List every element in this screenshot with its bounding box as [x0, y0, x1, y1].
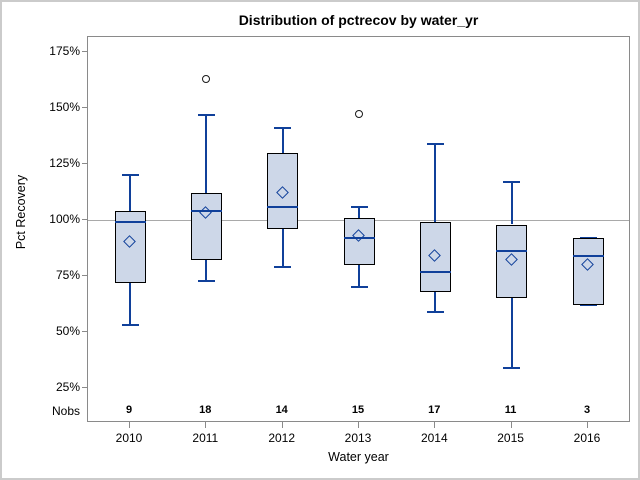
nobs-value-2013: 15: [351, 404, 365, 416]
lower-whisker-2012: [281, 229, 284, 268]
outlier-marker-2013: [354, 110, 363, 119]
x-tick-2012: [281, 422, 283, 428]
lower-whisker-2013: [358, 264, 360, 288]
upper-whisker-2010: [129, 175, 131, 211]
x-tick-2014: [434, 422, 436, 428]
box-2012: [267, 152, 299, 229]
y-tick-mark-100: [82, 219, 87, 220]
y-tick-label-125: 125%: [49, 156, 80, 170]
x-tick-2013: [358, 422, 359, 428]
plot-area: [87, 36, 630, 422]
outlier-marker-2011: [202, 74, 210, 83]
nobs-value-2012: 14: [275, 404, 288, 416]
box-2011: [190, 193, 222, 261]
upper-whisker-2011: [205, 114, 208, 194]
whisker-cap-min-2013: [350, 286, 368, 289]
y-tick-label-100: 100%: [49, 212, 80, 226]
lower-whisker-2011: [205, 260, 208, 281]
x-tick-label-2014: 2014: [420, 431, 448, 445]
y-tick-mark-50: [82, 331, 87, 332]
whisker-cap-min-2015: [503, 366, 521, 369]
upper-whisker-2013: [358, 206, 360, 218]
y-tick-label-175: 175%: [49, 44, 80, 58]
box-2015: [496, 224, 528, 299]
nobs-value-2015: 11: [504, 404, 517, 416]
median-line-2013: [343, 237, 375, 239]
whisker-cap-min-2016: [579, 304, 597, 307]
x-tick-label-2015: 2015: [497, 431, 524, 445]
x-tick-label-2012: 2012: [268, 431, 296, 445]
x-axis-title: Water year: [328, 450, 389, 464]
x-tick-label-2010: 2010: [115, 431, 143, 445]
y-tick-mark-125: [82, 163, 87, 164]
x-tick-2010: [129, 422, 130, 428]
median-line-2015: [496, 250, 528, 253]
x-tick-2016: [587, 422, 588, 428]
nobs-row-label: Nobs: [51, 404, 80, 418]
y-tick-label-50: 50%: [55, 324, 80, 338]
upper-whisker-2012: [281, 128, 284, 153]
median-line-2012: [267, 205, 299, 208]
median-line-2016: [572, 254, 604, 257]
box-2014: [419, 222, 451, 292]
whisker-cap-min-2012: [274, 266, 292, 269]
whisker-cap-max-2010: [121, 174, 139, 177]
median-line-2014: [419, 270, 451, 273]
whisker-cap-max-2011: [197, 113, 215, 116]
y-tick-label-75: 75%: [55, 268, 80, 282]
median-line-2010: [114, 221, 146, 224]
x-tick-2011: [205, 422, 207, 428]
chart-title: Distribution of pctrecov by water_yr: [238, 12, 479, 28]
upper-whisker-2014: [434, 143, 437, 223]
whisker-cap-max-2012: [274, 127, 292, 130]
median-line-2011: [190, 210, 222, 213]
nobs-value-2010: 9: [125, 404, 133, 416]
y-tick-label-25: 25%: [55, 380, 80, 395]
lower-whisker-2014: [434, 291, 437, 312]
whisker-cap-max-2014: [426, 142, 444, 145]
y-tick-mark-75: [82, 275, 87, 276]
box-2013: [343, 217, 375, 265]
whisker-cap-min-2014: [426, 310, 444, 313]
whisker-cap-max-2013: [350, 205, 368, 208]
upper-whisker-2015: [510, 181, 513, 225]
nobs-value-2016: 3: [583, 404, 591, 416]
y-tick-mark-25: [82, 387, 87, 389]
whisker-cap-min-2011: [197, 279, 215, 282]
whisker-cap-min-2010: [121, 324, 139, 327]
x-tick-label-2013: 2013: [344, 431, 372, 445]
y-tick-mark-150: [82, 107, 87, 108]
box-2016: [572, 238, 604, 306]
y-tick-label-150: 150%: [49, 100, 80, 114]
x-tick-2015: [510, 422, 512, 428]
lower-whisker-2010: [129, 282, 131, 326]
x-tick-label-2011: 2011: [192, 431, 219, 445]
lower-whisker-2015: [510, 298, 513, 368]
nobs-value-2011: 18: [199, 404, 212, 416]
x-tick-label-2016: 2016: [573, 431, 601, 445]
y-tick-mark-175: [82, 51, 87, 52]
whisker-cap-max-2015: [503, 180, 521, 183]
nobs-value-2014: 17: [428, 404, 441, 416]
